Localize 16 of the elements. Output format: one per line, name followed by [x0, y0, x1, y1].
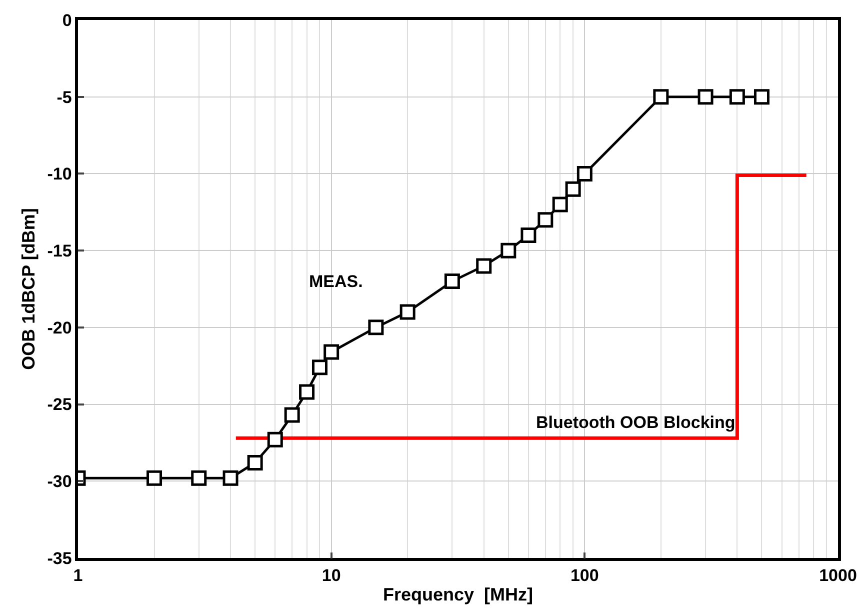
x-tick-label: 10 [322, 566, 341, 586]
y-tick-label: -15 [47, 242, 72, 261]
y-tick-label: -25 [47, 395, 72, 414]
y-tick-label: -30 [47, 472, 72, 492]
y-tick-label: 0 [62, 10, 72, 30]
y-tick-label: -20 [47, 318, 72, 338]
y-tick-label: -35 [47, 548, 72, 568]
series-label: Bluetooth OOB Blocking [536, 413, 736, 432]
x-tick-label: 100 [570, 566, 599, 586]
x-tick-label: 1 [73, 566, 83, 586]
y-tick-label: -10 [47, 164, 72, 184]
y-tick-label: -5 [56, 88, 72, 107]
y-axis-title: OOB 1dBCP [dBm] [18, 208, 38, 370]
x-axis-title: Frequency [MHz] [382, 584, 534, 604]
x-tick-label: 1000 [819, 566, 857, 586]
series-label: MEAS. [309, 272, 363, 291]
